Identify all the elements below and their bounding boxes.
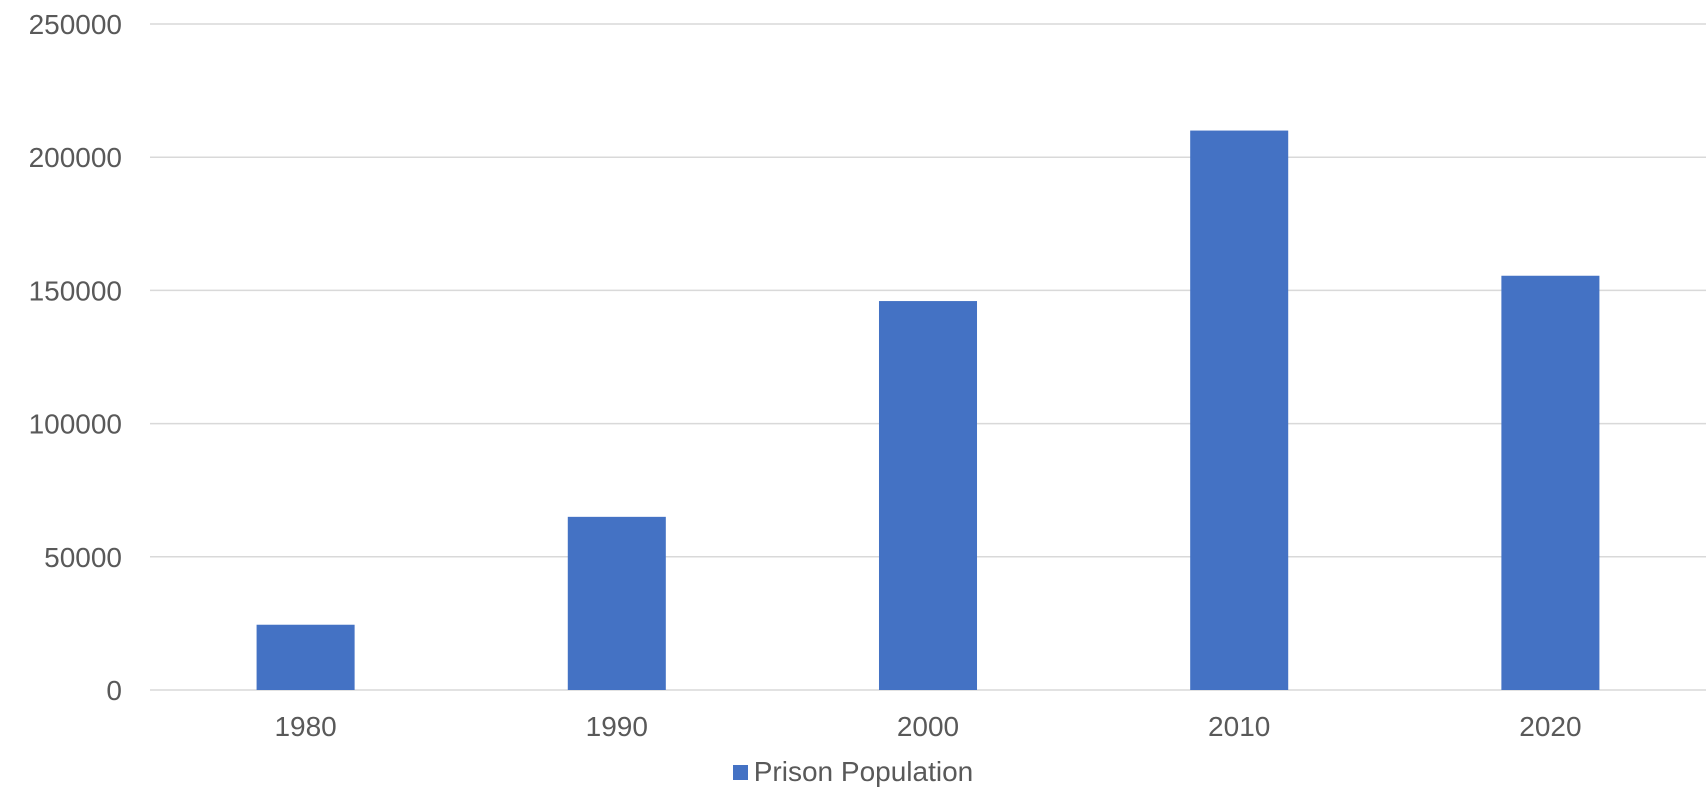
legend: Prison Population	[0, 752, 1706, 792]
x-tick-label-2020: 2020	[1519, 711, 1581, 742]
x-tick-label-2010: 2010	[1208, 711, 1270, 742]
y-tick-label: 250000	[29, 9, 122, 40]
y-tick-label: 100000	[29, 409, 122, 440]
bar-1980	[256, 624, 355, 690]
bar-1990	[567, 516, 666, 690]
y-tick-label: 0	[106, 675, 122, 706]
x-tick-label-2000: 2000	[897, 711, 959, 742]
legend-swatch-prison-population	[732, 764, 748, 780]
legend-label-prison-population: Prison Population	[753, 756, 974, 787]
bar-2000	[878, 301, 978, 690]
y-tick-label: 200000	[29, 142, 122, 173]
bar-2010	[1190, 130, 1289, 690]
bar-chart: 0 50000 100000 150000 200000 250000 1980 1990 20…	[29, 9, 1706, 742]
bar-2020	[1501, 275, 1600, 690]
y-tick-label: 50000	[44, 542, 122, 573]
x-tick-label-1980: 1980	[274, 711, 336, 742]
y-tick-label: 150000	[29, 275, 122, 306]
x-tick-label-1990: 1990	[586, 711, 648, 742]
